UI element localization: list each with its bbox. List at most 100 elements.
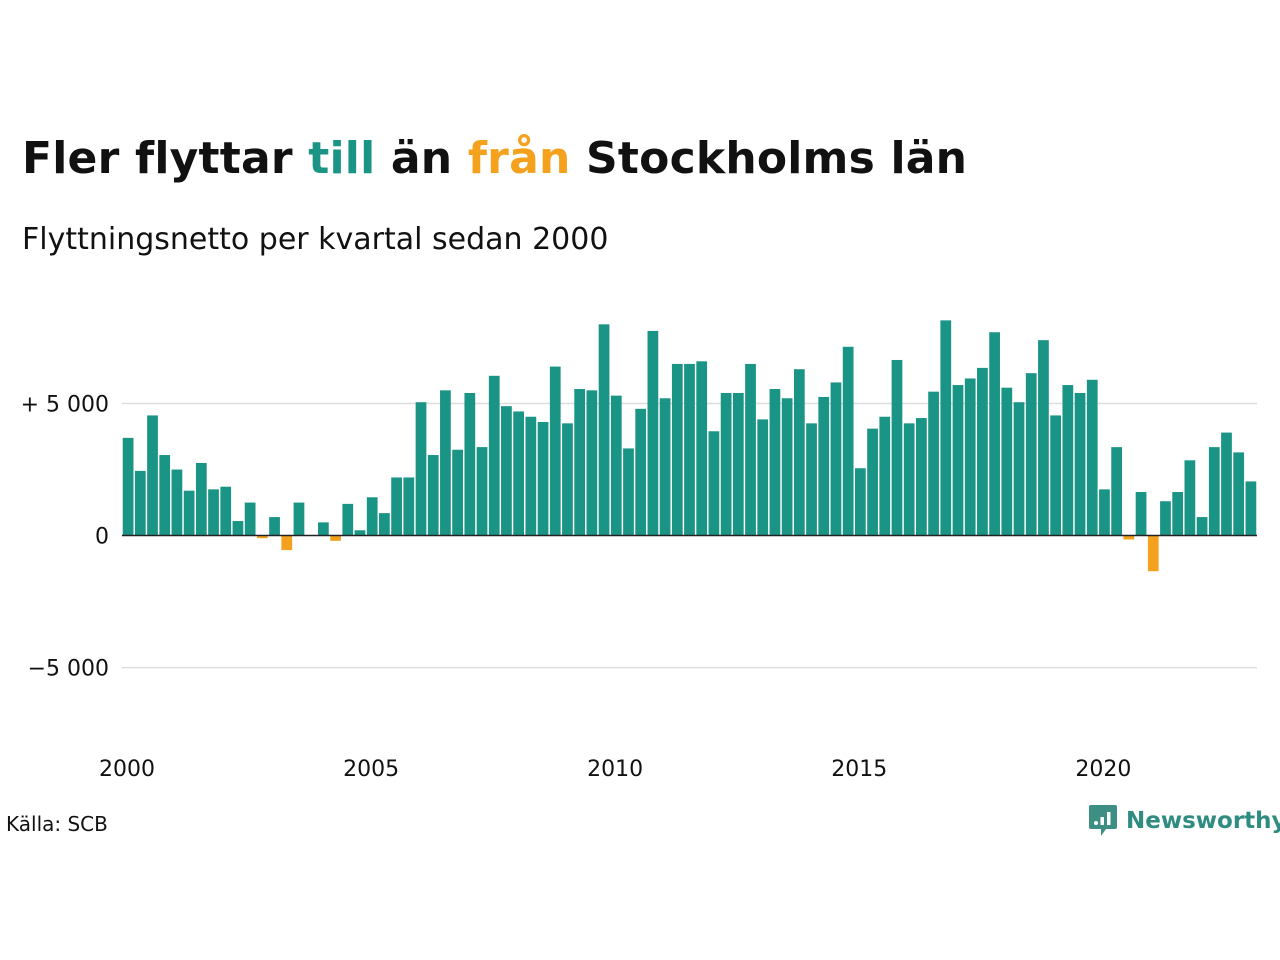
bar bbox=[488, 375, 500, 536]
bar bbox=[354, 530, 366, 536]
bar bbox=[281, 535, 293, 551]
bar bbox=[708, 431, 720, 536]
bar bbox=[1147, 535, 1159, 572]
bar bbox=[610, 395, 622, 536]
bar bbox=[1196, 517, 1208, 536]
bar bbox=[1099, 489, 1110, 536]
bar bbox=[867, 428, 878, 536]
title-part-1: Fler flyttar bbox=[22, 133, 309, 184]
bar bbox=[269, 517, 280, 536]
bar bbox=[806, 423, 817, 536]
bar bbox=[1086, 379, 1098, 536]
bar bbox=[671, 363, 683, 536]
bar bbox=[586, 390, 598, 536]
bar bbox=[1233, 452, 1245, 536]
bar bbox=[391, 477, 402, 536]
bar bbox=[720, 392, 732, 536]
bar bbox=[256, 535, 268, 539]
bar bbox=[1123, 535, 1135, 540]
bar bbox=[964, 378, 976, 536]
bar bbox=[793, 369, 805, 536]
chart-title: Fler flyttar till än från Stockholms län bbox=[22, 133, 967, 184]
bar bbox=[574, 389, 586, 536]
source-note: Källa: SCB bbox=[6, 812, 108, 836]
bar bbox=[903, 423, 915, 536]
bar bbox=[293, 502, 305, 536]
bar bbox=[537, 422, 549, 536]
bar bbox=[659, 398, 671, 536]
bar bbox=[1062, 385, 1074, 536]
bar bbox=[513, 411, 525, 536]
bar bbox=[1184, 460, 1196, 536]
bar bbox=[684, 363, 695, 536]
bar bbox=[1135, 491, 1147, 536]
bar bbox=[195, 462, 207, 536]
bars bbox=[122, 320, 1257, 572]
bar bbox=[745, 363, 756, 536]
bar bbox=[1001, 387, 1013, 536]
bar bbox=[452, 449, 463, 536]
x-tick-label: 2010 bbox=[587, 757, 643, 782]
bar bbox=[403, 477, 415, 536]
bar bbox=[647, 330, 659, 536]
bar bbox=[501, 406, 512, 536]
bar bbox=[415, 402, 427, 536]
bar bbox=[757, 419, 769, 536]
bar bbox=[1013, 402, 1025, 536]
bar bbox=[1208, 447, 1220, 536]
title-word-till: till bbox=[308, 133, 376, 184]
bar bbox=[1074, 392, 1086, 536]
bar bbox=[342, 503, 354, 536]
bar bbox=[842, 346, 854, 536]
bar bbox=[635, 408, 647, 536]
bar bbox=[318, 522, 329, 536]
bar bbox=[623, 448, 634, 536]
bar bbox=[427, 455, 439, 536]
bar bbox=[781, 398, 793, 536]
bar bbox=[183, 490, 195, 536]
bar bbox=[244, 502, 256, 536]
bar bbox=[122, 437, 134, 536]
bar bbox=[476, 447, 488, 536]
brand-name: Newsworthy bbox=[1126, 808, 1280, 834]
bar bbox=[598, 324, 610, 536]
bar bbox=[220, 486, 232, 536]
chart-subtitle: Flyttningsnetto per kvartal sedan 2000 bbox=[22, 222, 609, 257]
bar bbox=[1025, 373, 1037, 536]
bar bbox=[232, 521, 244, 536]
bar bbox=[366, 497, 378, 536]
bar bbox=[440, 390, 451, 536]
bar bbox=[1221, 432, 1232, 536]
bar bbox=[1245, 481, 1257, 536]
bar bbox=[879, 416, 891, 536]
bar bbox=[379, 513, 390, 536]
bar bbox=[147, 415, 158, 536]
x-tick-label: 2015 bbox=[831, 757, 887, 782]
bar bbox=[159, 455, 171, 536]
title-part-3: än bbox=[375, 133, 468, 184]
newsworthy-logo-icon bbox=[1089, 805, 1117, 836]
bar bbox=[208, 489, 219, 536]
bar bbox=[134, 470, 146, 536]
bar bbox=[952, 385, 964, 536]
x-tick-label: 2020 bbox=[1075, 757, 1131, 782]
bar bbox=[171, 469, 183, 536]
bar bbox=[562, 423, 573, 536]
axes: −5 000 0 + 5 000 2000 2005 2010 2015 2020 bbox=[21, 393, 1257, 782]
bar bbox=[525, 416, 537, 536]
x-tick-label: 2000 bbox=[99, 757, 155, 782]
bar bbox=[977, 367, 988, 536]
bar bbox=[1172, 491, 1184, 536]
bar bbox=[940, 320, 952, 536]
bar bbox=[830, 382, 842, 536]
bar bbox=[891, 359, 903, 536]
bar bbox=[916, 418, 927, 536]
y-tick-label: 0 bbox=[95, 525, 109, 550]
bar bbox=[769, 389, 781, 536]
bar bbox=[549, 366, 561, 536]
title-word-fran: från bbox=[467, 133, 571, 184]
bar bbox=[1160, 501, 1171, 536]
bar bbox=[928, 391, 939, 536]
bar bbox=[732, 392, 744, 536]
